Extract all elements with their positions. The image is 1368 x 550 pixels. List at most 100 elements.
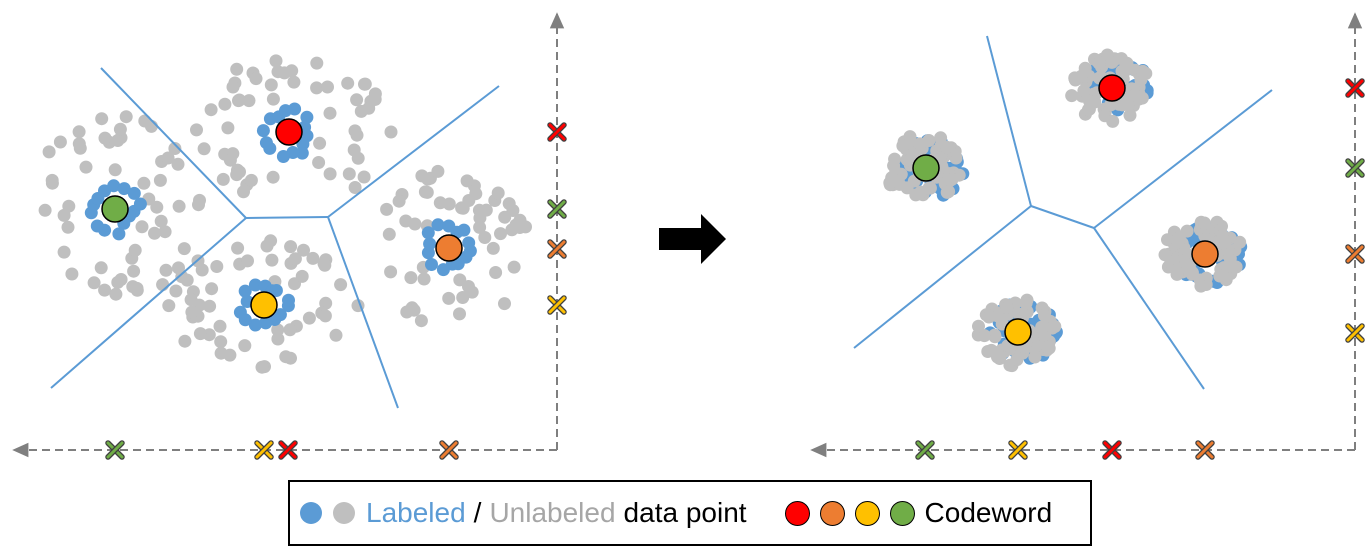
labeled-point: [233, 305, 247, 319]
unlabeled-point: [302, 311, 316, 325]
codeword-yellow: [250, 291, 278, 319]
unlabeled-point: [431, 164, 445, 178]
unlabeled-point: [940, 185, 954, 199]
unlabeled-point: [323, 167, 337, 181]
unlabeled-point: [264, 234, 278, 248]
unlabeled-point: [486, 241, 500, 255]
unlabeled-point: [214, 346, 228, 360]
unlabeled-point: [271, 323, 285, 337]
voronoi-boundaries-after: [853, 35, 1273, 390]
unlabeled-point: [45, 176, 59, 190]
unlabeled-point: [368, 87, 382, 101]
unlabeled-point: [1158, 248, 1172, 262]
unlabeled-point: [1197, 216, 1211, 230]
labeled-point: [288, 102, 302, 116]
unlabeled-point: [1092, 56, 1106, 70]
unlabeled-point: [255, 360, 269, 374]
unlabeled-point: [312, 156, 326, 169]
unlabeled-point: [154, 214, 168, 228]
unlabeled-point: [42, 145, 56, 159]
unlabeled-point: [57, 245, 71, 259]
unlabeled-point: [982, 310, 996, 324]
unlabeled-point: [502, 197, 516, 211]
unlabeled-point: [156, 278, 170, 292]
unlabeled-point: [195, 263, 209, 277]
codewords-after: [912, 74, 1219, 346]
unlabeled-point: [1114, 52, 1128, 66]
unlabeled-point: [1171, 236, 1185, 250]
legend-labeled-text: Labeled: [366, 497, 466, 528]
unlabeled-point: [348, 181, 362, 194]
unlabeled-point: [1075, 69, 1089, 83]
unlabeled-point: [95, 112, 109, 126]
unlabeled-point: [135, 220, 149, 234]
right-arrow-icon: [659, 214, 726, 264]
unlabeled-point: [185, 305, 199, 319]
unlabeled-point: [38, 203, 52, 217]
boundary-line: [986, 35, 1032, 207]
labeled-point: [238, 284, 252, 298]
unlabeled-point: [283, 323, 297, 337]
unlabeled-point: [161, 151, 175, 165]
labeled-point: [421, 226, 435, 240]
labeled-point: [425, 258, 438, 271]
unlabeled-point: [284, 240, 298, 254]
unlabeled-point: [334, 278, 348, 292]
unlabeled-point: [505, 223, 519, 237]
unlabeled-point: [111, 275, 125, 289]
unlabeled-point: [193, 193, 206, 207]
unlabeled-point: [421, 172, 435, 186]
unlabeled-point: [456, 201, 470, 215]
cross-marker-icon: [1345, 244, 1365, 264]
unlabeled-point: [138, 114, 152, 128]
unlabeled-point: [269, 54, 283, 68]
unlabeled-point: [271, 332, 285, 346]
unlabeled-point: [197, 142, 211, 156]
cross-marker-icon: [1345, 78, 1365, 98]
unlabeled-point: [318, 258, 332, 272]
codeword-red: [275, 118, 303, 146]
labeled-point: [127, 186, 141, 200]
unlabeled-point: [265, 253, 279, 267]
unlabeled-point: [507, 260, 521, 274]
unlabeled-point: [323, 106, 337, 120]
legend-data-point-text: data point: [623, 497, 747, 528]
unlabeled-point: [354, 104, 368, 118]
unlabeled-point: [109, 287, 123, 301]
unlabeled-point: [218, 97, 232, 111]
labeled-point: [259, 136, 273, 150]
unlabeled-point: [310, 81, 324, 95]
unlabeled-point: [420, 185, 434, 199]
unlabeled-point: [1037, 308, 1051, 322]
unlabeled-point: [221, 121, 235, 135]
codeword-green: [101, 195, 129, 223]
unlabeled-point: [318, 309, 332, 323]
unlabeled-point: [1185, 266, 1199, 280]
unlabeled-point: [148, 226, 161, 240]
unlabeled-point: [469, 187, 483, 201]
unlabeled-point: [404, 271, 418, 285]
unlabeled-point: [150, 200, 164, 214]
unlabeled-point: [266, 92, 280, 106]
unlabeled-point: [232, 93, 246, 107]
codeword-swatch-green: [889, 500, 915, 526]
unlabeled-point: [126, 280, 140, 294]
cross-marker-icon: [547, 199, 567, 219]
unlabeled-point: [279, 350, 293, 364]
unlabeled-point: [940, 140, 954, 154]
unlabeled-point: [1048, 320, 1062, 333]
boundary-line: [245, 216, 329, 219]
unlabeled-point: [210, 260, 224, 273]
unlabeled-point: [453, 273, 467, 287]
labeled-point: [256, 124, 270, 138]
unlabeled-point: [1194, 279, 1208, 293]
unlabeled-point: [1077, 84, 1091, 98]
unlabeled-point: [456, 291, 470, 304]
unlabeled-point: [1170, 267, 1184, 281]
boundary-line: [1093, 227, 1205, 390]
labeled-point: [295, 146, 309, 160]
unlabeled-point: [94, 261, 108, 275]
unlabeled-point: [244, 173, 258, 187]
unlabeled-point: [223, 153, 237, 167]
